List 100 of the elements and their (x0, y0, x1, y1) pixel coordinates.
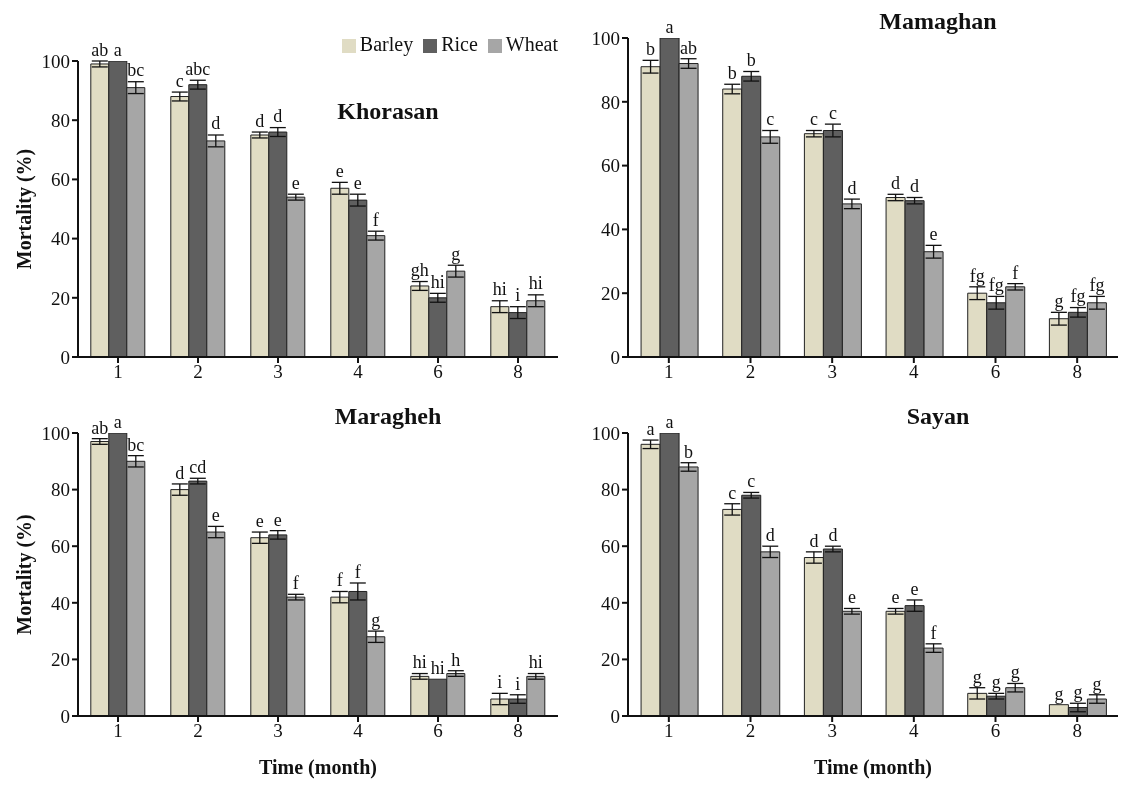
data-label: bc (127, 434, 145, 455)
data-label: b (646, 39, 656, 60)
data-label: c (728, 482, 737, 503)
x-tick-label: 2 (745, 720, 756, 742)
data-label: f (1012, 262, 1019, 283)
x-axis-title: Time (month) (814, 756, 932, 779)
y-tick-label: 0 (60, 346, 70, 368)
x-tick-label: 3 (827, 720, 837, 742)
x-tick-label: 3 (273, 361, 283, 383)
data-label: fg (969, 265, 985, 286)
data-label: ab (91, 417, 109, 438)
data-label: g (1054, 291, 1064, 312)
y-tick-label: 100 (591, 27, 620, 49)
data-label: a (665, 17, 674, 37)
x-tick-label: 8 (1072, 361, 1082, 383)
data-label: d (765, 525, 775, 546)
y-tick-label: 0 (610, 346, 620, 368)
data-label: g (1092, 673, 1102, 694)
y-tick-label: 40 (51, 592, 70, 614)
x-tick-label: 6 (990, 361, 1001, 383)
x-tick-label: 4 (353, 361, 364, 383)
data-label: i (515, 673, 521, 694)
x-axis-title: Time (month) (259, 756, 377, 779)
x-tick-label: 1 (664, 720, 674, 742)
data-label: hi (528, 652, 543, 673)
data-label: c (747, 471, 756, 492)
y-axis-title: Mortality (%) (13, 148, 37, 270)
data-label: d (910, 176, 920, 197)
y-tick-label: 60 (601, 155, 620, 177)
data-label: i (515, 285, 521, 306)
y-tick-label: 60 (51, 169, 70, 191)
data-label: d (211, 113, 221, 134)
y-tick-label: 80 (601, 91, 620, 113)
data-label: g (972, 666, 982, 687)
y-tick-label: 80 (601, 479, 620, 501)
chart-title: Maragheh (333, 403, 443, 430)
data-label: a (646, 418, 655, 439)
data-label: c (175, 70, 184, 91)
data-label: f (336, 570, 343, 591)
data-label: e (353, 172, 362, 193)
data-label: e (211, 505, 220, 526)
data-label: f (292, 573, 299, 594)
data-label: e (847, 587, 856, 608)
data-label: e (891, 587, 900, 608)
y-tick-label: 20 (51, 287, 70, 309)
data-label: d (809, 530, 819, 551)
data-label: c (809, 109, 818, 130)
data-label: ab (91, 39, 109, 60)
data-label: gh (410, 260, 429, 281)
x-tick-label: 1 (113, 720, 123, 742)
data-label: b (684, 441, 694, 462)
y-tick-label: 100 (41, 422, 70, 444)
y-axis-title: Mortality (%) (13, 514, 37, 635)
data-label: cd (189, 457, 207, 478)
data-label: fg (1089, 275, 1105, 296)
y-tick-label: 0 (60, 705, 70, 727)
x-tick-label: 6 (990, 720, 1001, 742)
data-label: hi (430, 658, 445, 679)
data-label: i (497, 672, 503, 693)
x-tick-label: 4 (353, 720, 364, 742)
x-tick-label: 6 (433, 720, 443, 742)
data-label: g (991, 672, 1001, 693)
x-tick-label: 6 (433, 361, 443, 383)
data-label: bc (127, 60, 145, 81)
data-label: d (847, 178, 857, 199)
x-tick-label: 2 (745, 361, 756, 383)
x-tick-label: 8 (1072, 720, 1082, 742)
data-label: f (930, 622, 937, 643)
x-tick-label: 4 (909, 361, 920, 383)
data-label: e (335, 160, 344, 181)
data-label: h (451, 649, 461, 670)
data-label: a (113, 40, 122, 60)
y-tick-label: 100 (41, 50, 70, 72)
data-label: hi (528, 273, 543, 294)
data-label: f (354, 561, 361, 582)
chart-title: Sayan (905, 403, 971, 430)
data-label: c (828, 103, 837, 124)
y-tick-label: 80 (51, 479, 70, 501)
y-tick-label: 40 (601, 592, 620, 614)
data-label: d (828, 525, 838, 546)
data-label: e (291, 172, 300, 193)
y-tick-label: 60 (51, 535, 70, 557)
x-tick-label: 4 (909, 720, 920, 742)
data-label: g (1010, 662, 1020, 683)
y-tick-label: 40 (51, 228, 70, 250)
text: Khorasan (337, 98, 439, 124)
y-tick-label: 0 (610, 705, 620, 727)
data-label: a (113, 412, 122, 432)
legend-label: Barley (359, 33, 414, 55)
y-tick-label: 60 (601, 535, 620, 557)
data-label: g (371, 609, 381, 630)
data-label: d (273, 106, 283, 127)
x-tick-label: 3 (273, 720, 283, 742)
y-tick-label: 20 (601, 649, 620, 671)
data-label: abc (185, 58, 211, 79)
x-tick-label: 1 (664, 361, 674, 383)
data-label: d (255, 110, 265, 131)
data-label: fg (1070, 286, 1086, 307)
data-label: a (665, 412, 674, 432)
data-label: c (766, 109, 775, 130)
